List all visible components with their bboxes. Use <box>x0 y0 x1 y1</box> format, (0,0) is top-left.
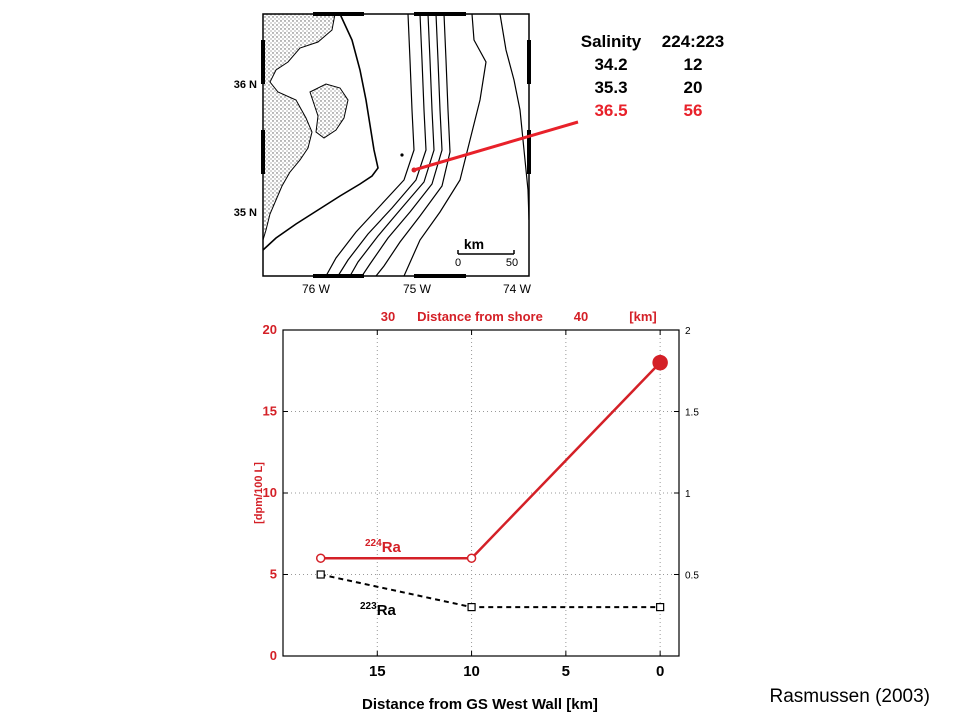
series-label-223ra-suffix: Ra <box>377 602 397 619</box>
barrier-islands <box>263 14 379 251</box>
scale-bar-tick-0: 0 <box>455 257 461 269</box>
salinity-table: Salinity 224:223 34.2 12 35.3 20 36.5 56 <box>565 32 745 121</box>
top-axis-unit: [km] <box>629 309 656 324</box>
bathymetry-contours <box>325 14 529 276</box>
y-axis-label: [dpm/100 L] <box>253 462 265 524</box>
salinity-table-header: Salinity 224:223 <box>565 32 745 52</box>
lat-label-36n: 36 N <box>234 79 257 91</box>
sample-pointer-line <box>413 120 579 172</box>
data-point-223ra <box>316 570 325 579</box>
x-axis-label: Distance from GS West Wall [km] <box>362 696 598 713</box>
scale-bar: km 0 50 <box>455 236 518 269</box>
ratio-value: 56 <box>683 101 703 120</box>
sample-dot <box>400 153 404 157</box>
lon-label-75w: 75 W <box>403 282 432 296</box>
salinity-value: 35.3 <box>594 78 628 97</box>
series-label-224ra-prefix: 224 <box>365 538 382 549</box>
chart-series <box>315 354 668 612</box>
y-tick-label: 20 <box>263 322 277 337</box>
salinity-row: 36.5 56 <box>565 101 745 121</box>
top-axis-tick-30: 30 <box>381 309 395 324</box>
ratio-header: 224:223 <box>661 32 725 51</box>
salinity-row: 34.2 12 <box>565 55 745 75</box>
y-right-tick-label: 1.5 <box>685 408 699 419</box>
y-right-tick-label: 2 <box>685 326 691 337</box>
ratio-value: 12 <box>683 55 703 74</box>
lat-label-35n: 35 N <box>234 207 257 219</box>
salinity-header: Salinity <box>580 32 642 51</box>
radium-chart: 0 5 10 15 20 0.5 1 1.5 2 15 10 5 0 30 Distance from … <box>253 309 700 713</box>
scale-bar-unit: km <box>464 236 484 252</box>
data-point-224ra <box>315 553 326 563</box>
x-tick-label: 0 <box>656 663 664 680</box>
series-label-223ra-prefix: 223 <box>360 601 377 612</box>
ratio-value: 20 <box>683 78 703 97</box>
series-label-223ra: 223Ra <box>360 601 397 619</box>
x-tick-label: 10 <box>463 663 480 680</box>
salinity-value: 36.5 <box>594 101 628 120</box>
x-tick-label: 5 <box>562 663 570 680</box>
y-tick-label: 10 <box>263 485 277 500</box>
series-line-224ra <box>320 361 662 560</box>
data-point-224ra <box>466 553 477 563</box>
y-tick-label: 15 <box>263 404 277 419</box>
mainland <box>263 14 336 241</box>
top-axis-title: Distance from shore <box>417 309 543 324</box>
series-label-224ra-suffix: Ra <box>382 539 402 556</box>
citation: Rasmussen (2003) <box>769 686 930 707</box>
data-point-223ra <box>656 602 665 612</box>
salinity-value: 34.2 <box>594 55 628 74</box>
lon-label-76w: 76 W <box>302 282 331 296</box>
lon-label-74w: 74 W <box>503 282 532 296</box>
salinity-row: 35.3 20 <box>565 78 745 98</box>
y-tick-label: 0 <box>270 648 277 663</box>
y-right-tick-label: 0.5 <box>685 571 699 582</box>
series-label-224ra: 224Ra <box>365 538 402 556</box>
x-tick-label: 15 <box>369 663 386 680</box>
data-point-223ra <box>467 602 476 612</box>
map-panel: km 0 50 36 N 35 N 76 W 75 W 74 W <box>234 12 579 296</box>
data-point-224ra <box>652 354 668 371</box>
scale-bar-tick-50: 50 <box>506 257 518 269</box>
peninsula <box>309 83 349 139</box>
chart-axes: 0 5 10 15 20 0.5 1 1.5 2 15 10 5 0 <box>263 322 700 680</box>
y-right-tick-label: 1 <box>685 489 691 500</box>
y-tick-label: 5 <box>270 567 277 582</box>
top-axis-tick-40: 40 <box>574 309 588 324</box>
